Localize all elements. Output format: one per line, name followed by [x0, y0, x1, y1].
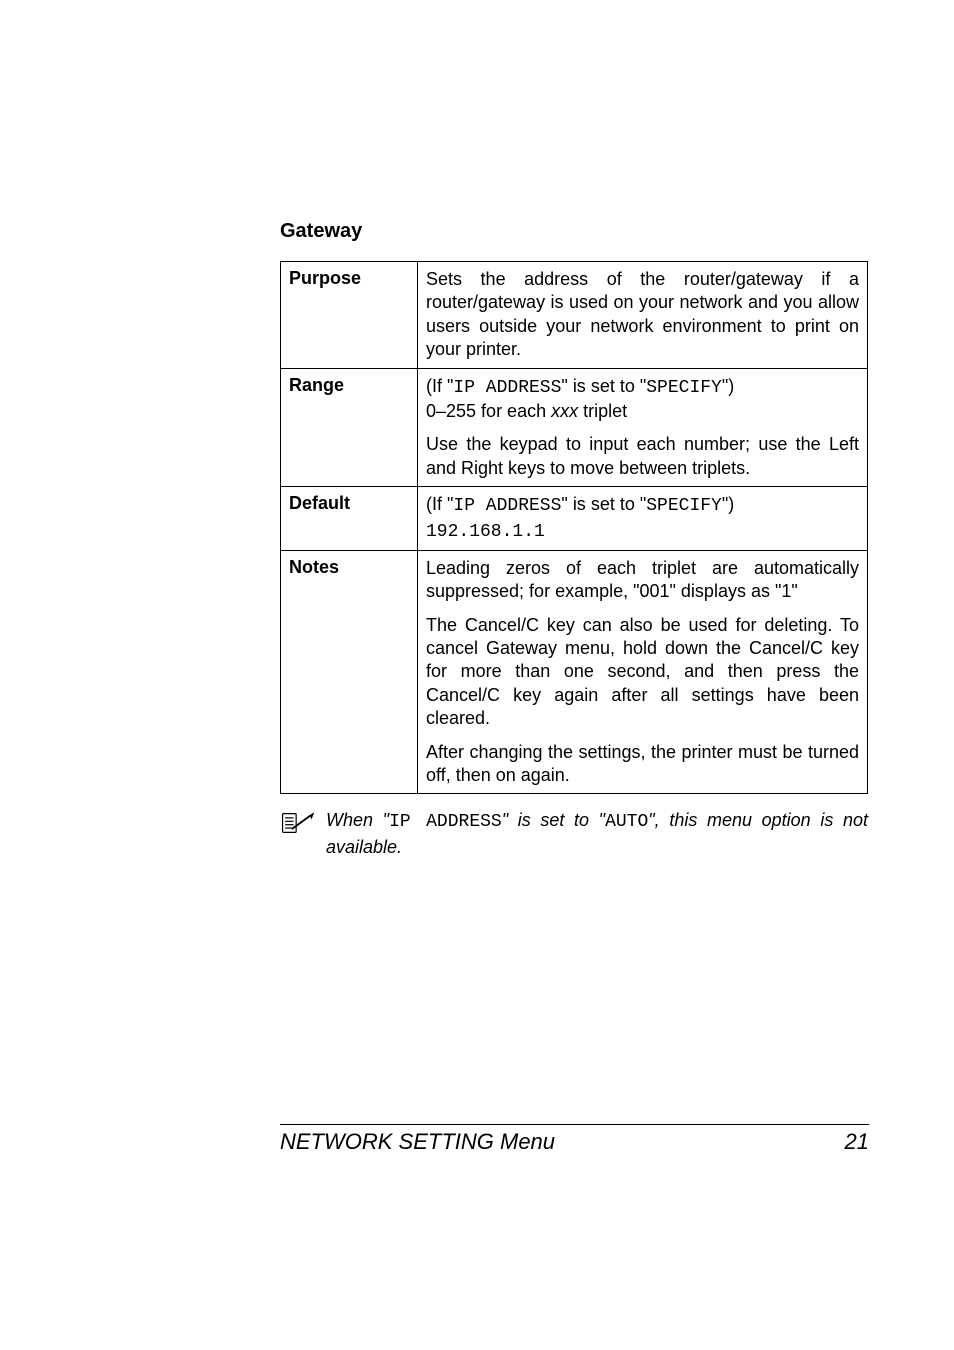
spacer	[426, 604, 859, 614]
text-fragment: Use the keypad to input each number; use…	[426, 434, 859, 477]
code-fragment: IP ADDRESS	[389, 812, 502, 832]
spacer	[426, 423, 859, 433]
note-icon	[280, 810, 314, 836]
table-row: Default (If "IP ADDRESS" is set to "SPEC…	[281, 487, 868, 551]
footnote-text: When "IP ADDRESS" is set to "AUTO", this…	[326, 808, 868, 859]
code-fragment: IP ADDRESS	[453, 496, 561, 516]
text-fragment: The Cancel/C key can also be used for de…	[426, 615, 859, 729]
text-fragment: triplet	[578, 401, 627, 421]
footer-rule: NETWORK SETTING Menu 21	[280, 1124, 869, 1155]
page-container: Gateway Purpose Sets the address of the …	[0, 0, 954, 1350]
italic-fragment: xxx	[551, 401, 578, 421]
footnote-row: When "IP ADDRESS" is set to "AUTO", this…	[280, 808, 868, 859]
text-fragment: " is set to "	[502, 810, 605, 830]
row-value-notes: Leading zeros of each triplet are automa…	[418, 550, 868, 794]
row-value-default: (If "IP ADDRESS" is set to "SPECIFY") 19…	[418, 487, 868, 551]
text-fragment: When "	[326, 810, 389, 830]
text-fragment: ")	[722, 494, 734, 514]
row-label-purpose: Purpose	[281, 262, 418, 369]
code-fragment: SPECIFY	[646, 496, 722, 516]
text-fragment: ")	[722, 376, 734, 396]
text-fragment: (If "	[426, 376, 453, 396]
row-label-default: Default	[281, 487, 418, 551]
row-value-purpose: Sets the address of the router/gateway i…	[418, 262, 868, 369]
spacer	[426, 731, 859, 741]
text-fragment: Leading zeros of each triplet are automa…	[426, 558, 859, 601]
footer-right: 21	[845, 1129, 869, 1155]
footer-left: NETWORK SETTING Menu	[280, 1129, 555, 1155]
row-label-range: Range	[281, 368, 418, 487]
text-fragment: " is set to "	[561, 494, 646, 514]
row-value-range: (If "IP ADDRESS" is set to "SPECIFY") 0–…	[418, 368, 868, 487]
page-footer: NETWORK SETTING Menu 21	[280, 1124, 869, 1155]
code-fragment: 192.168.1.1	[426, 522, 545, 542]
text-fragment: " is set to "	[561, 376, 646, 396]
section-heading: Gateway	[280, 220, 869, 243]
code-fragment: SPECIFY	[646, 378, 722, 398]
text-fragment: 0–255 for each	[426, 401, 551, 421]
code-fragment: AUTO	[605, 812, 648, 832]
table-row: Purpose Sets the address of the router/g…	[281, 262, 868, 369]
row-label-notes: Notes	[281, 550, 418, 794]
table-row: Notes Leading zeros of each triplet are …	[281, 550, 868, 794]
text-fragment: (If "	[426, 494, 453, 514]
config-table: Purpose Sets the address of the router/g…	[280, 261, 868, 794]
text-fragment: After changing the settings, the printer…	[426, 742, 859, 785]
table-row: Range (If "IP ADDRESS" is set to "SPECIF…	[281, 368, 868, 487]
code-fragment: IP ADDRESS	[453, 378, 561, 398]
